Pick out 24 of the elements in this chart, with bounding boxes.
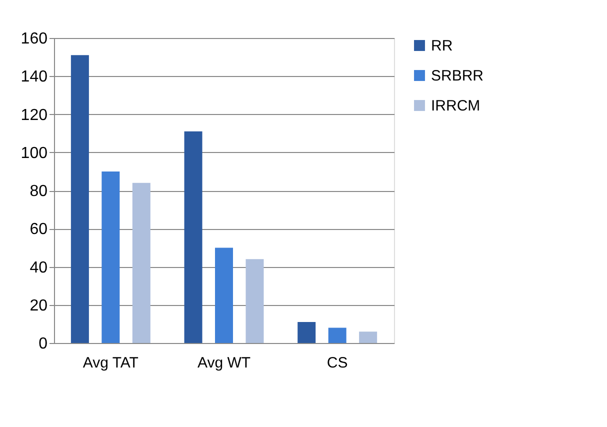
y-tick-label: 140 <box>20 68 48 86</box>
bar <box>70 55 89 343</box>
legend-label: SRBRR <box>431 68 484 84</box>
legend-label: RR <box>431 38 453 54</box>
x-tick-label: Avg TAT <box>82 354 138 372</box>
y-tick-label: 20 <box>30 297 48 314</box>
y-tick-label: 0 <box>38 336 48 352</box>
bar <box>328 328 346 343</box>
x-tick-label: Avg WT <box>197 354 251 372</box>
bar <box>359 332 378 343</box>
x-tick-label: CS <box>326 354 348 372</box>
bar <box>215 248 233 343</box>
legend-label: IRRCM <box>431 98 480 114</box>
y-tick-label: 120 <box>20 106 48 124</box>
bar <box>132 182 150 343</box>
bar <box>184 131 202 343</box>
y-tick-label: 40 <box>30 259 48 276</box>
y-tick-label: 100 <box>20 144 48 162</box>
y-tick-label: 80 <box>30 183 48 200</box>
y-tick-label: 160 <box>20 30 48 48</box>
bar <box>246 259 264 343</box>
bar <box>102 171 120 343</box>
bar <box>298 322 316 343</box>
y-tick-label: 60 <box>30 221 48 238</box>
